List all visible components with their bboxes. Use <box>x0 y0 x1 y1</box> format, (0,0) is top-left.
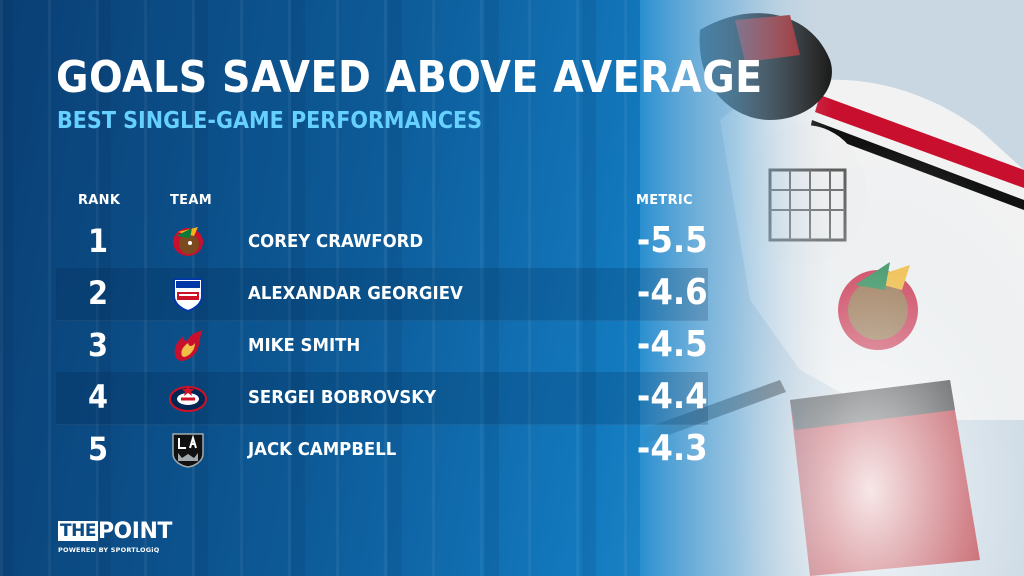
table-row: 3 MIKE SMITH -4.5 <box>56 320 708 372</box>
rank-value: 1 <box>87 222 109 260</box>
blue-jackets-logo-icon <box>168 380 208 416</box>
flames-logo-icon <box>168 328 208 364</box>
table-row: 2 ALEXANDAR GEORGIEV -4.6 <box>56 268 708 321</box>
kings-logo-icon <box>168 432 208 468</box>
metric-value: -4.4 <box>637 376 708 417</box>
page-title: GOALS SAVED ABOVE AVERAGE <box>56 52 763 103</box>
player-name: ALEXANDAR GEORGIEV <box>248 283 463 304</box>
rank-value: 3 <box>87 326 109 364</box>
rank-value: 5 <box>87 430 109 468</box>
metric-value: -5.5 <box>637 220 708 261</box>
powered-by-label: POWERED BY SPORTLOGiQ <box>58 546 160 554</box>
metric-column-header: METRIC <box>636 193 693 208</box>
team-column-header: TEAM <box>170 193 212 208</box>
blackhawks-logo-icon <box>168 224 208 260</box>
rank-column-header: RANK <box>78 193 121 208</box>
brand-point: POINT <box>97 519 172 544</box>
page-subtitle: BEST SINGLE-GAME PERFORMANCES <box>57 108 483 134</box>
table-row: 1 COREY CRAWFORD -5.5 <box>56 216 708 268</box>
metric-value: -4.5 <box>637 324 708 365</box>
metric-value: -4.3 <box>637 428 708 469</box>
table-row: 5 JACK CAMPBELL -4.3 <box>56 424 708 476</box>
goalie-photo <box>640 0 1024 576</box>
the-point-logo: THEPOINT POWERED BY SPORTLOGiQ <box>58 520 172 554</box>
player-name: MIKE SMITH <box>248 335 361 356</box>
rank-value: 2 <box>87 274 109 312</box>
player-name: COREY CRAWFORD <box>248 231 424 252</box>
rank-value: 4 <box>87 378 109 416</box>
player-name: SERGEI BOBROVSKY <box>248 387 437 408</box>
brand-the: THE <box>58 521 98 541</box>
table-row: 4 SERGEI BOBROVSKY -4.4 <box>56 372 708 425</box>
rangers-logo-icon <box>168 276 208 312</box>
metric-value: -4.6 <box>637 272 708 313</box>
player-name: JACK CAMPBELL <box>248 439 397 460</box>
